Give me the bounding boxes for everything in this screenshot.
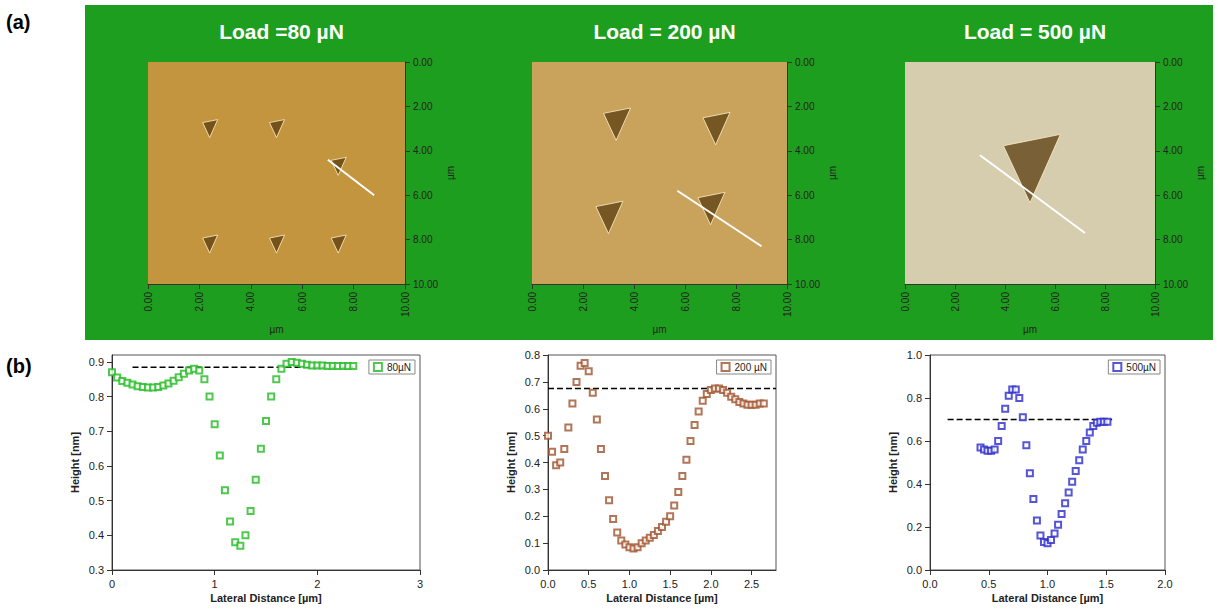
svg-text:0.00: 0.00 bbox=[900, 292, 911, 312]
svg-text:0.5: 0.5 bbox=[89, 495, 104, 507]
svg-text:2.0: 2.0 bbox=[1157, 578, 1172, 590]
svg-text:6.00: 6.00 bbox=[680, 292, 691, 312]
svg-text:4.00: 4.00 bbox=[795, 145, 815, 156]
svg-text:6.00: 6.00 bbox=[1163, 190, 1183, 201]
svg-text:10.00: 10.00 bbox=[1163, 279, 1188, 290]
svg-text:0.00: 0.00 bbox=[1163, 57, 1183, 68]
svg-text:0.3: 0.3 bbox=[89, 564, 104, 576]
svg-text:Lateral Distance [µm]: Lateral Distance [µm] bbox=[210, 592, 322, 604]
svg-text:2.5: 2.5 bbox=[744, 578, 759, 590]
svg-text:Lateral Distance [µm]: Lateral Distance [µm] bbox=[606, 592, 718, 604]
svg-text:Load = 200 µN: Load = 200 µN bbox=[593, 20, 735, 43]
svg-text:(a): (a) bbox=[6, 11, 30, 33]
svg-text:0.3: 0.3 bbox=[525, 483, 540, 495]
svg-text:Load = 500 µN: Load = 500 µN bbox=[964, 20, 1106, 43]
svg-text:6.00: 6.00 bbox=[1050, 292, 1061, 312]
svg-text:8.00: 8.00 bbox=[795, 234, 815, 245]
svg-text:0.00: 0.00 bbox=[413, 57, 433, 68]
svg-text:0.5: 0.5 bbox=[525, 430, 540, 442]
svg-text:0.4: 0.4 bbox=[525, 457, 540, 469]
svg-text:Height [nm]: Height [nm] bbox=[887, 432, 899, 493]
svg-text:10.00: 10.00 bbox=[1150, 292, 1161, 317]
svg-text:0.8: 0.8 bbox=[525, 349, 540, 361]
svg-text:1.0: 1.0 bbox=[907, 349, 922, 361]
svg-text:6.00: 6.00 bbox=[297, 292, 308, 312]
svg-text:(b): (b) bbox=[6, 355, 32, 377]
svg-text:4.00: 4.00 bbox=[1000, 292, 1011, 312]
svg-text:3: 3 bbox=[417, 578, 423, 590]
svg-text:0.6: 0.6 bbox=[525, 403, 540, 415]
svg-text:0.8: 0.8 bbox=[89, 391, 104, 403]
svg-text:8.00: 8.00 bbox=[1100, 292, 1111, 312]
svg-text:6.00: 6.00 bbox=[795, 190, 815, 201]
svg-text:4.00: 4.00 bbox=[629, 292, 640, 312]
svg-text:2.00: 2.00 bbox=[413, 101, 433, 112]
svg-text:Height [nm]: Height [nm] bbox=[505, 432, 517, 493]
svg-text:80µN: 80µN bbox=[387, 362, 411, 373]
svg-text:µm: µm bbox=[1195, 166, 1206, 180]
svg-text:0.4: 0.4 bbox=[907, 478, 922, 490]
svg-text:0: 0 bbox=[109, 578, 115, 590]
svg-text:500µN: 500µN bbox=[1126, 362, 1156, 373]
svg-text:2.00: 2.00 bbox=[795, 101, 815, 112]
svg-text:0.0: 0.0 bbox=[540, 578, 555, 590]
svg-text:10.00: 10.00 bbox=[782, 292, 793, 317]
svg-text:0.7: 0.7 bbox=[525, 376, 540, 388]
svg-text:Lateral Distance [µm]: Lateral Distance [µm] bbox=[992, 592, 1104, 604]
svg-text:1.5: 1.5 bbox=[662, 578, 677, 590]
svg-text:10.00: 10.00 bbox=[413, 279, 438, 290]
svg-text:µm: µm bbox=[269, 324, 283, 335]
svg-text:0.6: 0.6 bbox=[907, 435, 922, 447]
svg-text:0.8: 0.8 bbox=[907, 392, 922, 404]
svg-text:0.00: 0.00 bbox=[795, 57, 815, 68]
svg-text:8.00: 8.00 bbox=[731, 292, 742, 312]
svg-text:2.0: 2.0 bbox=[703, 578, 718, 590]
svg-text:2.00: 2.00 bbox=[950, 292, 961, 312]
svg-text:µm: µm bbox=[827, 166, 838, 180]
svg-text:0.1: 0.1 bbox=[525, 537, 540, 549]
svg-text:µm: µm bbox=[445, 166, 456, 180]
svg-text:8.00: 8.00 bbox=[1163, 234, 1183, 245]
svg-text:0.0: 0.0 bbox=[525, 564, 540, 576]
svg-text:2.00: 2.00 bbox=[194, 292, 205, 312]
svg-text:0.5: 0.5 bbox=[981, 578, 996, 590]
svg-text:8.00: 8.00 bbox=[413, 234, 433, 245]
svg-text:0.0: 0.0 bbox=[922, 578, 937, 590]
svg-text:0.4: 0.4 bbox=[89, 529, 104, 541]
svg-text:1.0: 1.0 bbox=[1040, 578, 1055, 590]
svg-text:0.5: 0.5 bbox=[581, 578, 596, 590]
svg-text:1.0: 1.0 bbox=[622, 578, 637, 590]
svg-text:2.00: 2.00 bbox=[1163, 101, 1183, 112]
svg-text:4.00: 4.00 bbox=[1163, 145, 1183, 156]
svg-text:0.2: 0.2 bbox=[525, 510, 540, 522]
svg-text:10.00: 10.00 bbox=[400, 292, 411, 317]
svg-text:0.0: 0.0 bbox=[907, 564, 922, 576]
svg-text:Height [nm]: Height [nm] bbox=[69, 432, 81, 493]
svg-text:0.00: 0.00 bbox=[527, 292, 538, 312]
svg-text:µm: µm bbox=[652, 324, 666, 335]
svg-text:10.00: 10.00 bbox=[795, 279, 820, 290]
svg-text:200 µN: 200 µN bbox=[735, 362, 767, 373]
svg-text:6.00: 6.00 bbox=[413, 190, 433, 201]
svg-text:8.00: 8.00 bbox=[348, 292, 359, 312]
svg-text:0.6: 0.6 bbox=[89, 460, 104, 472]
svg-text:1: 1 bbox=[212, 578, 218, 590]
svg-text:2: 2 bbox=[314, 578, 320, 590]
svg-text:4.00: 4.00 bbox=[413, 145, 433, 156]
svg-text:0.7: 0.7 bbox=[89, 425, 104, 437]
svg-text:0.9: 0.9 bbox=[89, 356, 104, 368]
svg-text:µm: µm bbox=[1023, 324, 1037, 335]
svg-text:2.00: 2.00 bbox=[578, 292, 589, 312]
svg-text:0.00: 0.00 bbox=[143, 292, 154, 312]
svg-text:Load =80 µN: Load =80 µN bbox=[219, 20, 344, 43]
svg-text:1.5: 1.5 bbox=[1099, 578, 1114, 590]
svg-text:4.00: 4.00 bbox=[245, 292, 256, 312]
svg-text:0.2: 0.2 bbox=[907, 521, 922, 533]
